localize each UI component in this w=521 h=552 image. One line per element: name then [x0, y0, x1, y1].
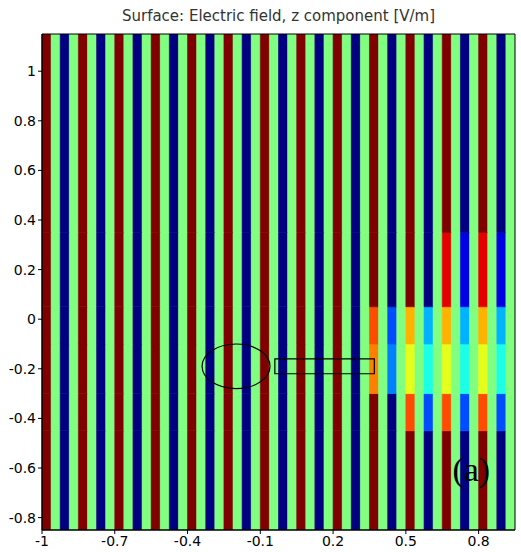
svg-text:0.4: 0.4 [14, 212, 36, 228]
svg-text:-0.1: -0.1 [247, 533, 274, 549]
svg-text:-0.2: -0.2 [9, 361, 36, 377]
svg-text:0.5: 0.5 [395, 533, 417, 549]
svg-text:-0.4: -0.4 [9, 410, 36, 426]
svg-text:0.6: 0.6 [14, 162, 36, 178]
svg-text:1: 1 [27, 63, 36, 79]
svg-text:-0.6: -0.6 [9, 460, 36, 476]
svg-text:-0.8: -0.8 [9, 510, 36, 526]
html-text:Surface: Electric field, z com: Surface: Electric field, z component [V/… [121, 7, 436, 25]
svg-text:-1: -1 [35, 533, 49, 549]
svg-text:0.8: 0.8 [14, 113, 36, 129]
svg-text:0.8: 0.8 [467, 533, 489, 549]
svg-text:-0.7: -0.7 [101, 533, 128, 549]
svg-text:0.2: 0.2 [322, 533, 344, 549]
svg-text:0: 0 [27, 311, 36, 327]
svg-text:-0.4: -0.4 [174, 533, 201, 549]
svg-text:0.2: 0.2 [14, 262, 36, 278]
svg-text:(a): (a) [452, 451, 490, 489]
